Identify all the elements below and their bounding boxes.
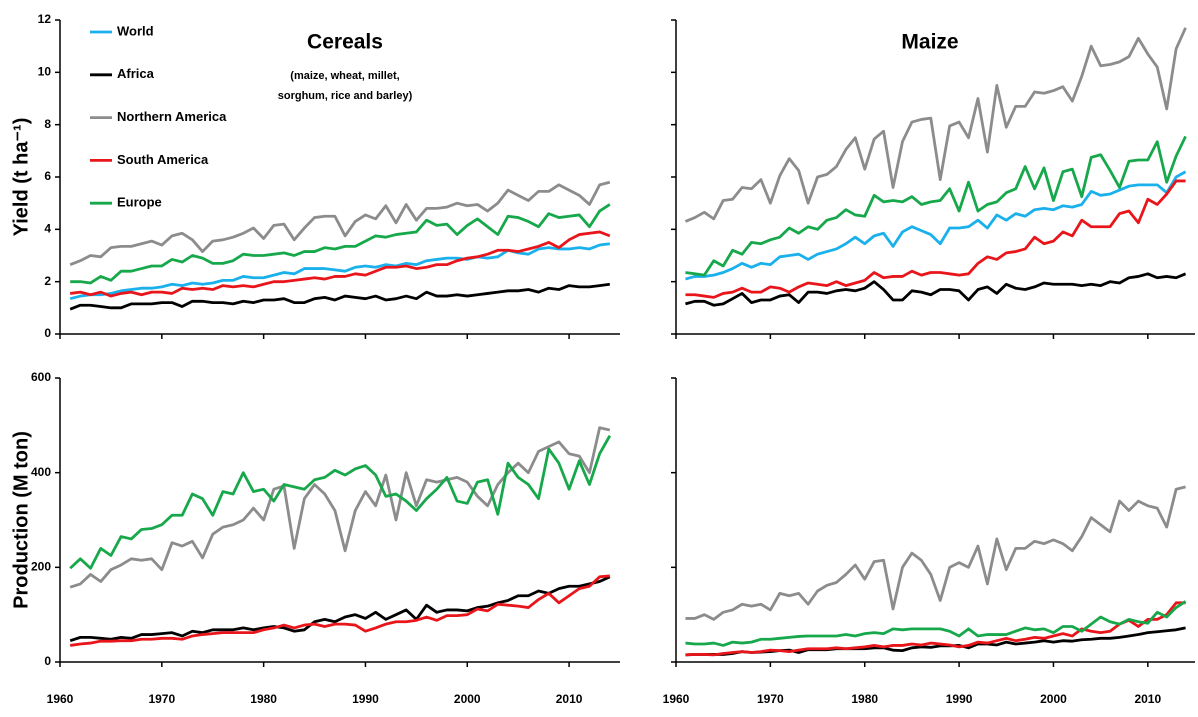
series-line: [685, 485, 1186, 621]
series-line: [685, 601, 1186, 657]
series-line: [685, 170, 1187, 281]
series-line: [69, 180, 611, 266]
legend-label: World: [117, 23, 154, 38]
panel-title: Maize: [901, 31, 958, 54]
x-tick-label: 2000: [454, 692, 481, 706]
y-axis-label: Yield (t ha⁻¹): [10, 118, 32, 237]
series-line: [685, 179, 1186, 299]
y-tick-label: 200: [31, 560, 51, 574]
legend-label: South America: [117, 152, 209, 167]
x-tick-label: 1960: [47, 692, 74, 706]
y-axis-label: Production (M ton): [10, 431, 32, 609]
series-line: [69, 574, 610, 647]
x-tick-label: 1970: [757, 692, 784, 706]
x-tick-label: 1960: [663, 692, 690, 706]
x-tick-label: 2000: [1040, 692, 1067, 706]
legend-label: Northern America: [117, 109, 227, 124]
panel-title: Cereals: [307, 31, 383, 54]
panel: 0 200 400 600 1960 1970 1980 1990 2000 2010 Produc…: [10, 370, 620, 706]
series-line: [685, 272, 1187, 307]
x-tick-label: 1980: [851, 692, 878, 706]
series-line: [69, 435, 612, 570]
panel: 1960 1970 1980 1990 2000 2010: [663, 377, 1195, 706]
series-line: [70, 203, 611, 285]
x-tick-label: 2010: [1134, 692, 1161, 706]
series-line: [69, 426, 611, 589]
legend-label: Europe: [117, 195, 162, 210]
x-tick-label: 1970: [148, 692, 175, 706]
series-line: [69, 282, 610, 311]
panel-subtitle: (maize, wheat, millet,: [290, 70, 399, 82]
panel-subtitle: sorghum, rice and barley): [278, 90, 413, 102]
panel: 0 2 4 6 8 10 12 Cereals (maize, wheat, millet, so…: [10, 12, 620, 340]
legend-label: Africa: [117, 66, 155, 81]
y-tick-label: 0: [44, 326, 51, 340]
x-tick-label: 1980: [250, 692, 277, 706]
y-tick-label: 2: [44, 274, 51, 288]
y-tick-label: 6: [44, 169, 51, 183]
x-tick-label: 2010: [556, 692, 583, 706]
y-tick-label: 4: [44, 222, 51, 236]
y-tick-label: 12: [38, 12, 52, 26]
x-tick-label: 1990: [352, 692, 379, 706]
series-line: [685, 600, 1187, 647]
y-tick-label: 8: [44, 117, 51, 131]
y-tick-label: 600: [31, 370, 51, 384]
y-tick-label: 10: [38, 65, 52, 79]
series-line: [685, 135, 1187, 277]
panel: Maize: [671, 19, 1195, 339]
series-line: [69, 242, 610, 301]
series-line: [69, 575, 611, 643]
series-line: [70, 230, 611, 298]
y-tick-label: 400: [31, 465, 51, 479]
x-tick-label: 1990: [946, 692, 973, 706]
series-line: [684, 27, 1187, 223]
y-tick-label: 0: [44, 654, 51, 668]
